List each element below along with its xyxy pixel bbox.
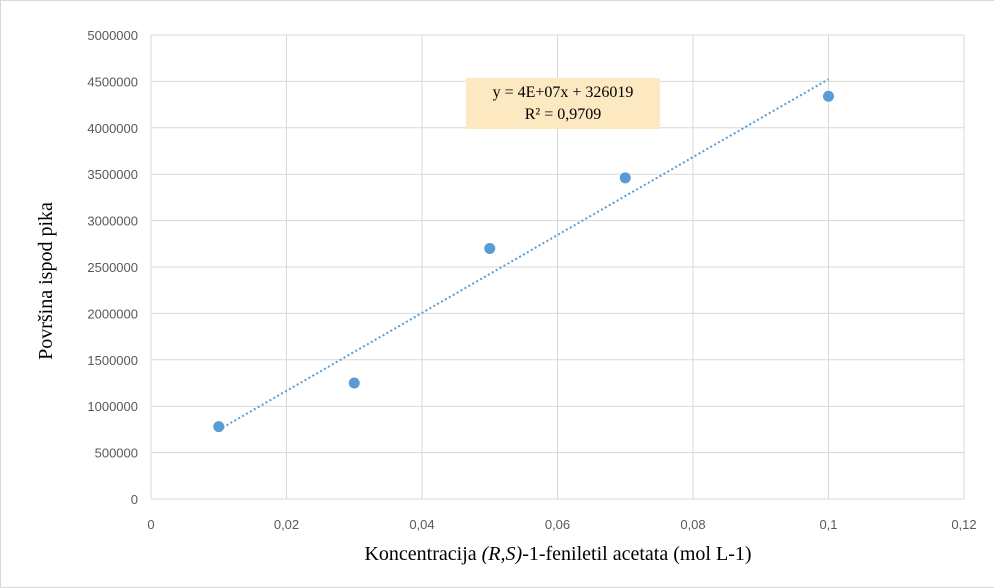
- r-squared-label: R² = 0,9709: [525, 106, 602, 123]
- equation-box-background: [466, 78, 660, 129]
- x-tick-label: 0,1: [819, 517, 837, 532]
- y-tick-label: 5000000: [87, 28, 138, 43]
- x-tick-label: 0: [147, 517, 154, 532]
- trendline-equation-box: y = 4E+07x + 326019 R² = 0,9709: [466, 78, 660, 129]
- data-point: [619, 172, 631, 184]
- x-axis-tick-labels: 0 0,02 0,04 0,06 0,08 0,1 0,12: [147, 517, 976, 532]
- y-tick-label: 4000000: [87, 121, 138, 136]
- trendline: [218, 78, 829, 431]
- data-point: [213, 421, 225, 433]
- data-points: [213, 90, 834, 433]
- x-tick-label: 0,04: [409, 517, 434, 532]
- x-tick-label: 0,02: [274, 517, 299, 532]
- x-axis-title-prefix: Koncentracija: [364, 543, 481, 565]
- x-axis-title: Koncentracija (R,S)-1-feniletil acetata …: [364, 543, 751, 565]
- y-tick-label: 4500000: [87, 74, 138, 89]
- y-tick-label: 3000000: [87, 214, 138, 229]
- data-point: [348, 377, 360, 389]
- y-tick-label: 3500000: [87, 167, 138, 182]
- y-tick-label: 1000000: [87, 399, 138, 414]
- y-axis-title: Površina ispod pika: [35, 202, 57, 360]
- x-tick-label: 0,08: [680, 517, 705, 532]
- x-axis-title-suffix: -1-feniletil acetata (mol L-1): [522, 543, 751, 565]
- y-tick-label: 1500000: [87, 353, 138, 368]
- trendline-equation: y = 4E+07x + 326019: [493, 84, 634, 101]
- y-axis-tick-labels: 0 500000 1000000 1500000 2000000 2500000 30000…: [87, 28, 138, 507]
- x-tick-label: 0,06: [545, 517, 570, 532]
- y-tick-label: 2000000: [87, 306, 138, 321]
- x-tick-label: 0,12: [951, 517, 976, 532]
- y-tick-label: 0: [131, 492, 138, 507]
- y-tick-label: 500000: [95, 446, 138, 461]
- horizontal-gridlines: [151, 34, 964, 454]
- y-tick-label: 2500000: [87, 260, 138, 275]
- x-axis-title-italic: (R,S): [482, 543, 523, 565]
- data-point: [484, 242, 496, 254]
- data-point: [823, 90, 834, 102]
